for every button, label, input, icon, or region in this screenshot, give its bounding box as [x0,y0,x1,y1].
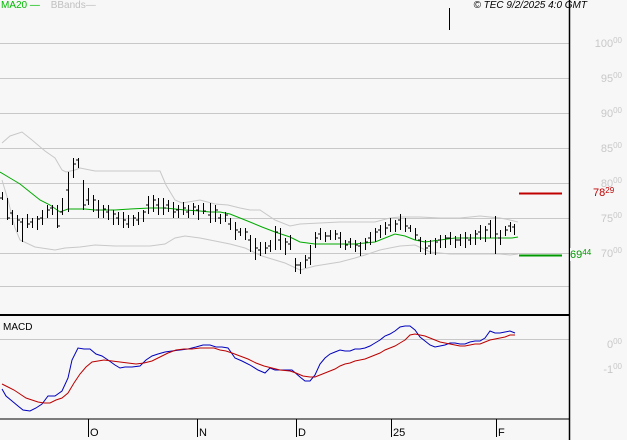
bbands [1,131,519,271]
resistance-value-tag: 7829 [593,186,615,199]
x-ticks [88,419,497,437]
y-label-100: 10000 [594,36,622,50]
x-label-dec: D [298,427,306,439]
y-label-90: 9000 [600,106,622,120]
support-value-tag: 6944 [570,248,592,261]
copyright-label: © TEC 9/2/2025 4:0 GMT [473,0,587,11]
price-bars [0,158,515,274]
ma20-line [0,171,519,245]
x-label-oct: O [90,427,99,439]
y-label-85: 8500 [600,141,622,155]
bbands-legend: BBands— [50,0,96,11]
chart-legend: MA20 — BBands— [1,0,96,11]
y-label-80: 8000 [600,176,622,190]
x-label-2025: 25 [393,427,406,439]
y-label-70: 7000 [600,246,622,260]
x-label-nov: N [199,427,207,439]
macd-line [1,325,516,412]
x-label-feb: F [498,427,505,439]
ma20-legend: MA20 — [1,0,40,11]
macd-y-label-neg1: -100 [603,362,622,376]
signal-line [1,333,515,404]
y-label-75: 7500 [600,211,622,225]
macd-y-label-0: 000 [606,337,622,351]
price-gridlines [0,43,569,287]
y-label-95: 9500 [600,71,622,85]
macd-title: MACD [3,322,33,333]
